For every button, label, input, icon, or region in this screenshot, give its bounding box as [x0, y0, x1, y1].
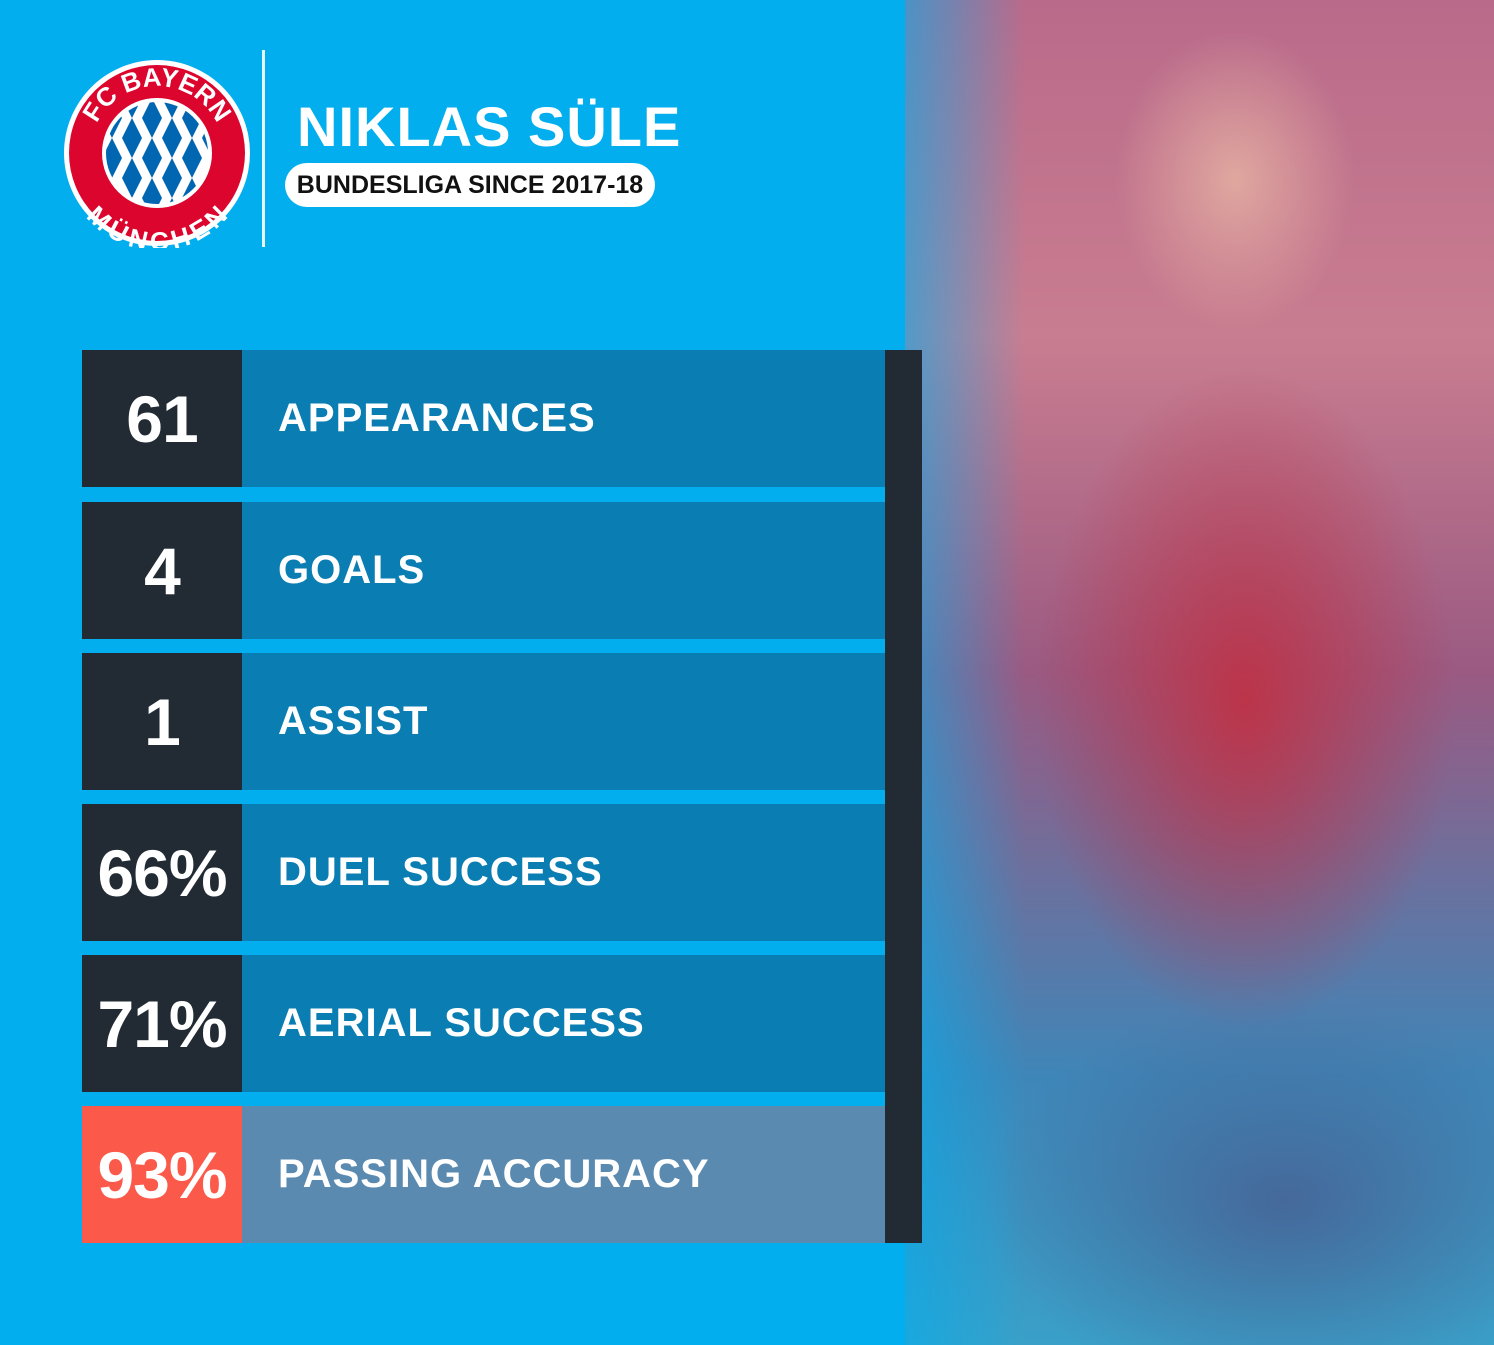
player-name: NIKLAS SÜLE	[297, 95, 682, 158]
stat-label: GOALS	[242, 502, 885, 639]
stat-value: 71%	[82, 955, 242, 1092]
club-logo: FC BAYERN MÜNCHEN	[64, 60, 250, 248]
header-divider	[262, 50, 265, 247]
stat-label: ASSIST	[242, 653, 885, 790]
stat-label: DUEL SUCCESS	[242, 804, 885, 941]
stat-row-assist: 1 ASSIST	[82, 653, 885, 790]
stat-value: 66%	[82, 804, 242, 941]
stat-label: AERIAL SUCCESS	[242, 955, 885, 1092]
stat-row-goals: 4 GOALS	[82, 502, 885, 639]
stat-value: 61	[82, 350, 242, 487]
stat-row-aerial-success: 71% AERIAL SUCCESS	[82, 955, 885, 1092]
stat-row-appearances: 61 APPEARANCES	[82, 350, 885, 487]
stat-value: 93%	[82, 1106, 242, 1243]
stats-side-bar	[885, 350, 922, 1243]
stat-row-duel-success: 66% DUEL SUCCESS	[82, 804, 885, 941]
subtitle-badge: BUNDESLIGA SINCE 2017-18	[285, 163, 655, 207]
stat-value: 4	[82, 502, 242, 639]
stat-row-passing-accuracy: 93% PASSING ACCURACY	[82, 1106, 885, 1243]
stat-label: APPEARANCES	[242, 350, 885, 487]
photo-fade	[905, 0, 1025, 1345]
stat-label: PASSING ACCURACY	[242, 1106, 885, 1243]
stat-value: 1	[82, 653, 242, 790]
